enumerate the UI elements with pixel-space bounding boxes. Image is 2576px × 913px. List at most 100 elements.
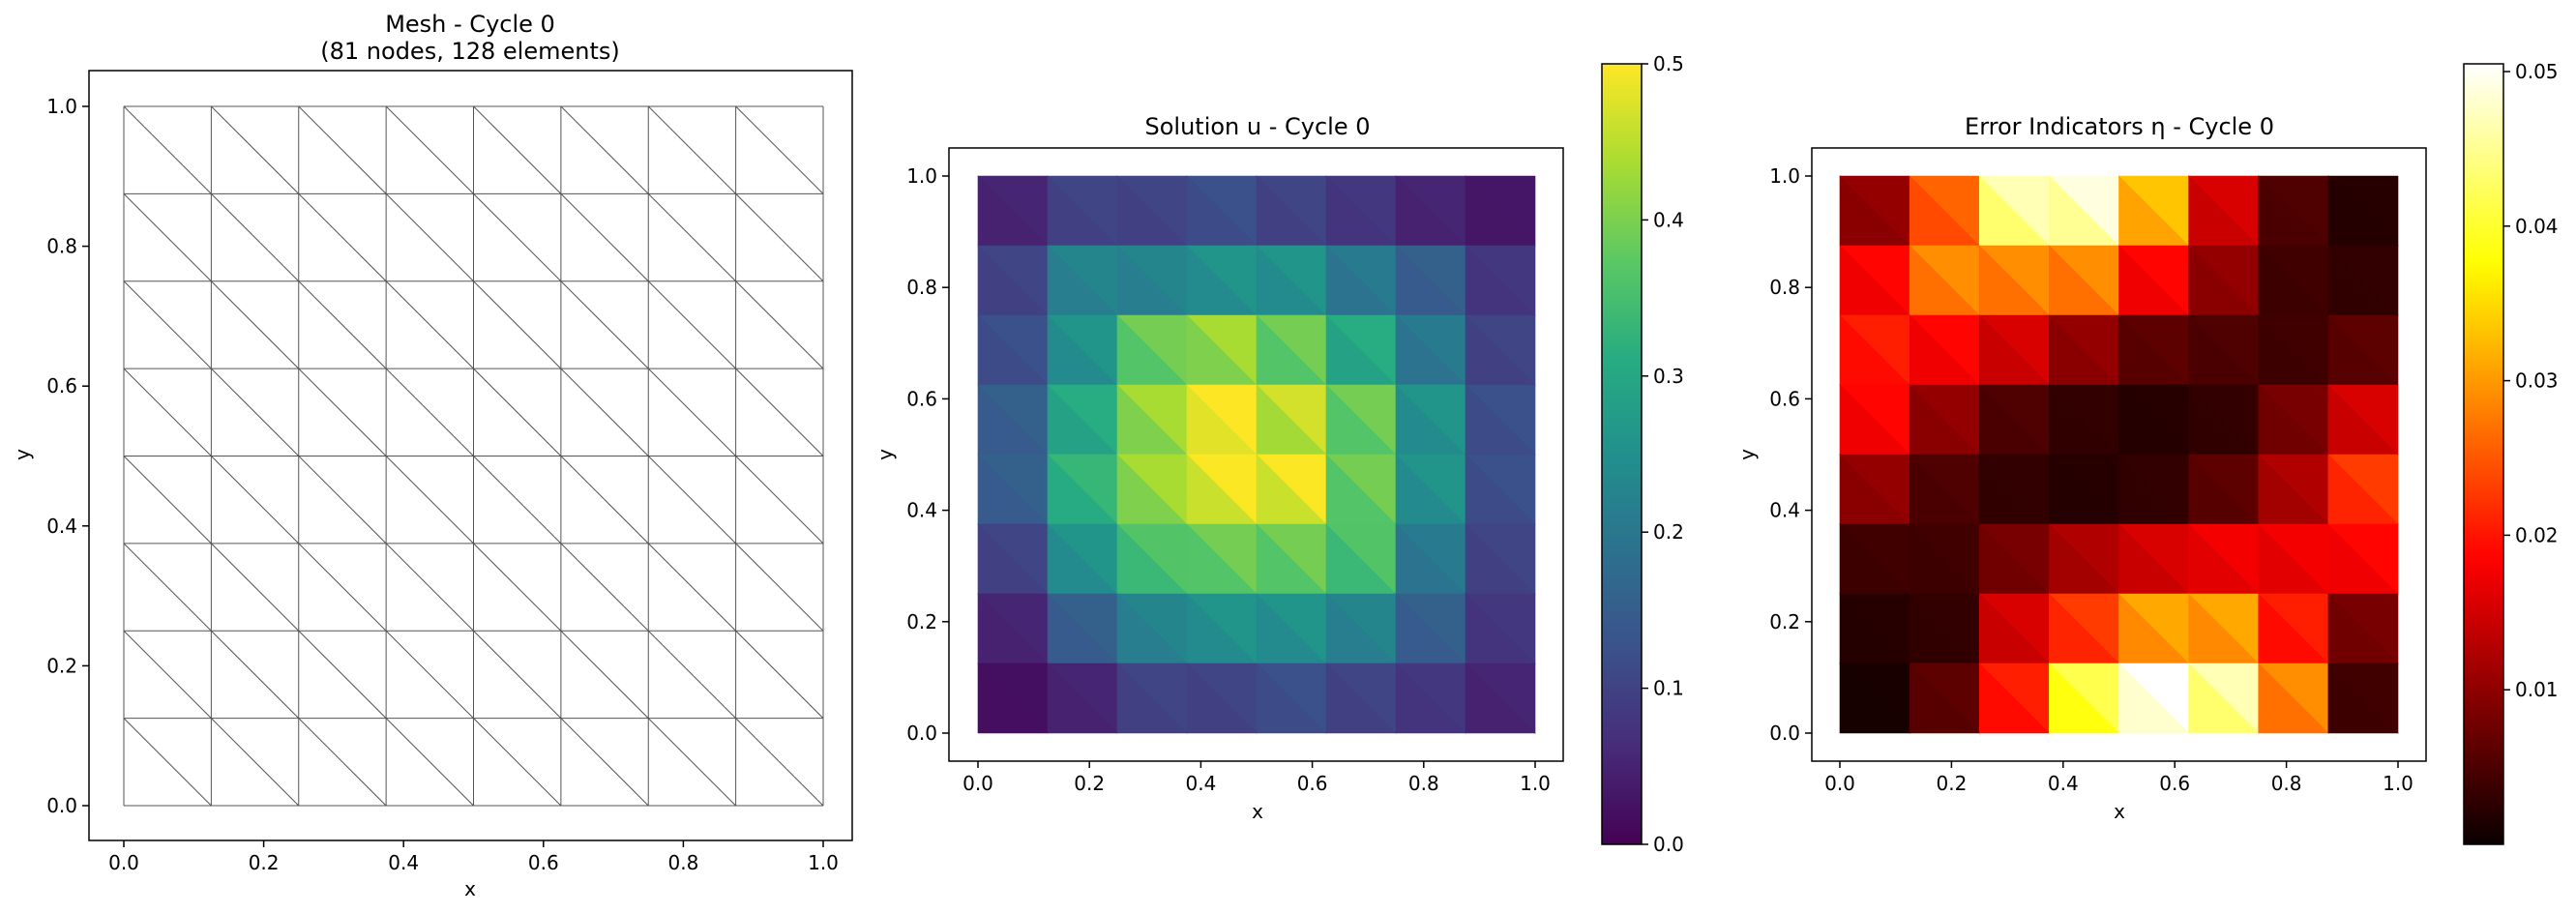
- heatmap-cell-lower: [1186, 663, 1258, 734]
- y-tick-label: 1.0: [46, 95, 77, 118]
- mesh-line-diagonal: [211, 456, 300, 545]
- x-tick-label: 0.2: [1936, 772, 1967, 795]
- y-tick-label: 0.2: [906, 610, 937, 633]
- heatmap-cell-lower: [1395, 663, 1466, 734]
- mesh-line-diagonal: [123, 280, 212, 369]
- y-tick-label: 0.6: [1769, 387, 1800, 410]
- mesh-line-diagonal: [211, 630, 300, 719]
- mesh-line-diagonal: [735, 718, 824, 807]
- x-tick-label: 0.2: [1074, 772, 1105, 795]
- mesh-line-diagonal: [473, 368, 562, 456]
- mesh-line-diagonal: [647, 543, 736, 632]
- x-tick-label: 0.6: [2159, 772, 2190, 795]
- mesh-line-diagonal: [385, 718, 474, 807]
- y-tick-label: 0.4: [906, 499, 937, 522]
- colorbar-tick-label: 0.0: [1653, 833, 1684, 856]
- x-tick-label: 0.6: [528, 851, 559, 874]
- mesh-line-diagonal: [298, 368, 387, 456]
- x-tick-label: 0.4: [388, 851, 419, 874]
- mesh-line-diagonal: [473, 718, 562, 807]
- mesh-line-diagonal: [298, 718, 387, 807]
- mesh-line-diagonal: [560, 368, 649, 456]
- error-colorbar: 0.01 0.02 0.03 0.04 0.05: [2463, 60, 2559, 845]
- mesh-line-diagonal: [735, 368, 824, 456]
- x-tick-label: 0.0: [108, 851, 139, 874]
- y-tick-label: 0.6: [906, 387, 937, 410]
- colorbar-tick-label: 0.05: [2515, 60, 2559, 83]
- mesh-line-diagonal: [123, 543, 212, 632]
- mesh-line-diagonal: [385, 280, 474, 369]
- mesh-line-diagonal: [123, 630, 212, 719]
- x-tick-label: 1.0: [808, 851, 839, 874]
- solution-title: Solution u - Cycle 0: [1144, 113, 1370, 140]
- mesh-line-diagonal: [298, 543, 387, 632]
- heatmap-cell-lower: [2049, 663, 2120, 734]
- x-tick-label: 0.4: [1185, 772, 1216, 795]
- mesh-line-diagonal: [735, 630, 824, 719]
- mesh-line-diagonal: [560, 718, 649, 807]
- error-title: Error Indicators η - Cycle 0: [1965, 113, 2274, 140]
- colorbar-tick-label: 0.01: [2515, 678, 2559, 701]
- mesh-title-line2: (81 nodes, 128 elements): [320, 38, 619, 65]
- x-tick-label: 0.0: [962, 772, 993, 795]
- x-tick-label: 0.8: [667, 851, 698, 874]
- mesh-line-diagonal: [298, 456, 387, 545]
- error-x-axis-label: x: [2114, 800, 2125, 823]
- mesh-line-diagonal: [647, 368, 736, 456]
- mesh-line-diagonal: [385, 456, 474, 545]
- heatmap-cell-lower: [1909, 663, 1980, 734]
- y-tick-label: 0.8: [46, 235, 77, 258]
- solution-x-axis-label: x: [1252, 800, 1263, 823]
- x-tick-label: 1.0: [2383, 772, 2413, 795]
- mesh-line-diagonal: [123, 193, 212, 282]
- solution-cells: [977, 175, 1536, 734]
- mesh-line-diagonal: [211, 543, 300, 632]
- mesh-line-diagonal: [123, 718, 212, 807]
- x-tick-label: 0.8: [1408, 772, 1439, 795]
- colorbar-gradient: [1601, 63, 1643, 845]
- mesh-x-ticks: 0.0 0.2 0.4 0.6 0.8 1.0: [108, 840, 839, 874]
- heatmap-cell-lower: [2188, 663, 2260, 734]
- heatmap-cell-lower: [1978, 663, 2051, 734]
- heatmap-cell-lower: [1839, 663, 1910, 734]
- heatmap-cell-lower: [1465, 663, 1536, 734]
- colorbar-tick-label: 0.1: [1653, 677, 1684, 700]
- y-tick-label: 0.0: [1769, 722, 1800, 745]
- mesh-line-diagonal: [123, 368, 212, 456]
- mesh-line-diagonal: [211, 193, 300, 282]
- solution-y-ticks: 0.0 0.2 0.4 0.6 0.8 1.0: [906, 164, 949, 745]
- mesh-line-diagonal: [385, 193, 474, 282]
- mesh-line-diagonal: [560, 105, 649, 194]
- colorbar-tick-label: 0.4: [1653, 208, 1684, 231]
- y-tick-label: 0.2: [1769, 610, 1800, 633]
- x-tick-label: 0.4: [2048, 772, 2079, 795]
- mesh-line-diagonal: [473, 630, 562, 719]
- x-tick-label: 0.8: [2271, 772, 2302, 795]
- mesh-line-diagonal: [735, 543, 824, 632]
- y-tick-label: 1.0: [1769, 164, 1800, 188]
- colorbar-tick-label: 0.04: [2515, 215, 2559, 238]
- y-tick-label: 0.6: [46, 374, 77, 398]
- heatmap-cell-lower: [2258, 663, 2329, 734]
- mesh-line-diagonal: [560, 280, 649, 369]
- mesh-line-diagonal: [385, 543, 474, 632]
- heatmap-cell-lower: [977, 663, 1049, 734]
- mesh-line-diagonal: [647, 456, 736, 545]
- mesh-line-diagonal: [298, 193, 387, 282]
- error-axes-frame: [1811, 147, 2427, 762]
- x-tick-label: 1.0: [1520, 772, 1551, 795]
- mesh-line-diagonal: [560, 543, 649, 632]
- mesh-line-diagonal: [385, 105, 474, 194]
- mesh-axes-frame: [88, 70, 853, 841]
- mesh-line-diagonal: [647, 280, 736, 369]
- mesh-lines: [123, 105, 824, 807]
- mesh-line-diagonal: [735, 193, 824, 282]
- mesh-line-diagonal: [473, 193, 562, 282]
- mesh-line-diagonal: [473, 280, 562, 369]
- mesh-line-diagonal: [385, 630, 474, 719]
- y-tick-label: 1.0: [906, 164, 937, 188]
- solution-y-axis-label: y: [873, 449, 897, 460]
- mesh-line-diagonal: [211, 105, 300, 194]
- mesh-line-diagonal: [647, 193, 736, 282]
